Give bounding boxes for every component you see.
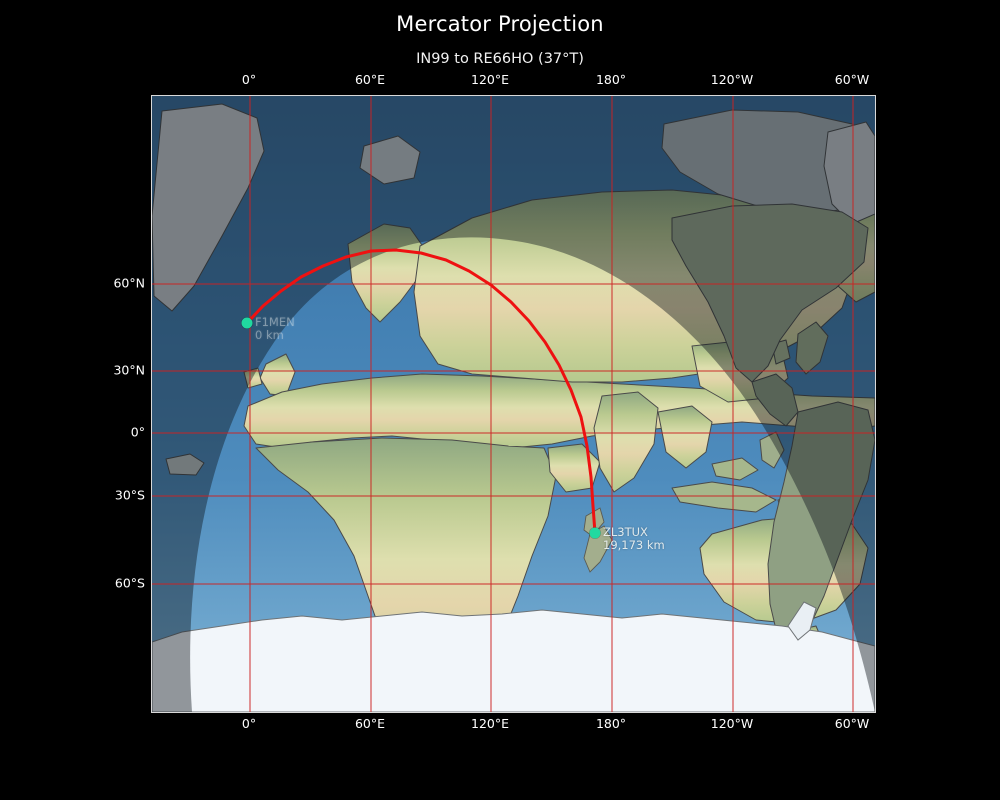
page-title: Mercator Projection	[396, 12, 604, 36]
xtick-bottom-60w: 60°W	[834, 716, 870, 731]
great-circle-route	[245, 248, 597, 535]
station-markers: F1MEN 0 km ZL3TUX 19,173 km	[152, 96, 875, 712]
destination-station-label: ZL3TUX 19,173 km	[603, 526, 665, 551]
graticule-grid	[152, 96, 875, 712]
ytick-60s: 60°S	[114, 575, 145, 591]
xtick-bottom-60e: 60°E	[354, 716, 386, 731]
xtick-top-60e: 60°E	[354, 72, 386, 87]
xtick-bottom-0: 0°	[241, 716, 257, 731]
xtick-top-120e: 120°E	[470, 72, 510, 87]
antarctica-shape	[152, 609, 875, 712]
xtick-top-0: 0°	[241, 72, 257, 87]
ytick-0: 0°	[130, 424, 145, 440]
destination-station-dot[interactable]	[589, 527, 601, 539]
destination-distance: 19,173 km	[603, 537, 665, 552]
day-night-terminator-overlay	[152, 96, 875, 712]
ytick-30s: 30°S	[114, 487, 145, 503]
xtick-bottom-180: 180°	[595, 716, 627, 731]
xtick-top-60w: 60°W	[834, 72, 870, 87]
ytick-60n: 60°N	[113, 275, 145, 291]
origin-distance: 0 km	[255, 327, 284, 342]
chart-subtitle: IN99 to RE66HO (37°T)	[416, 51, 584, 67]
origin-callsign: F1MEN	[255, 315, 295, 329]
xtick-top-180: 180°	[595, 72, 627, 87]
xtick-bottom-120e: 120°E	[470, 716, 510, 731]
xtick-top-120w: 120°W	[710, 72, 754, 87]
route-polyline	[245, 248, 597, 535]
destination-callsign: ZL3TUX	[603, 525, 648, 539]
map-plot-area[interactable]: F1MEN 0 km ZL3TUX 19,173 km	[151, 95, 876, 713]
world-map-image	[152, 96, 875, 712]
xtick-bottom-120w: 120°W	[710, 716, 754, 731]
origin-station-label: F1MEN 0 km	[255, 316, 295, 341]
ytick-30n: 30°N	[113, 362, 145, 378]
origin-station-dot[interactable]	[241, 317, 253, 329]
